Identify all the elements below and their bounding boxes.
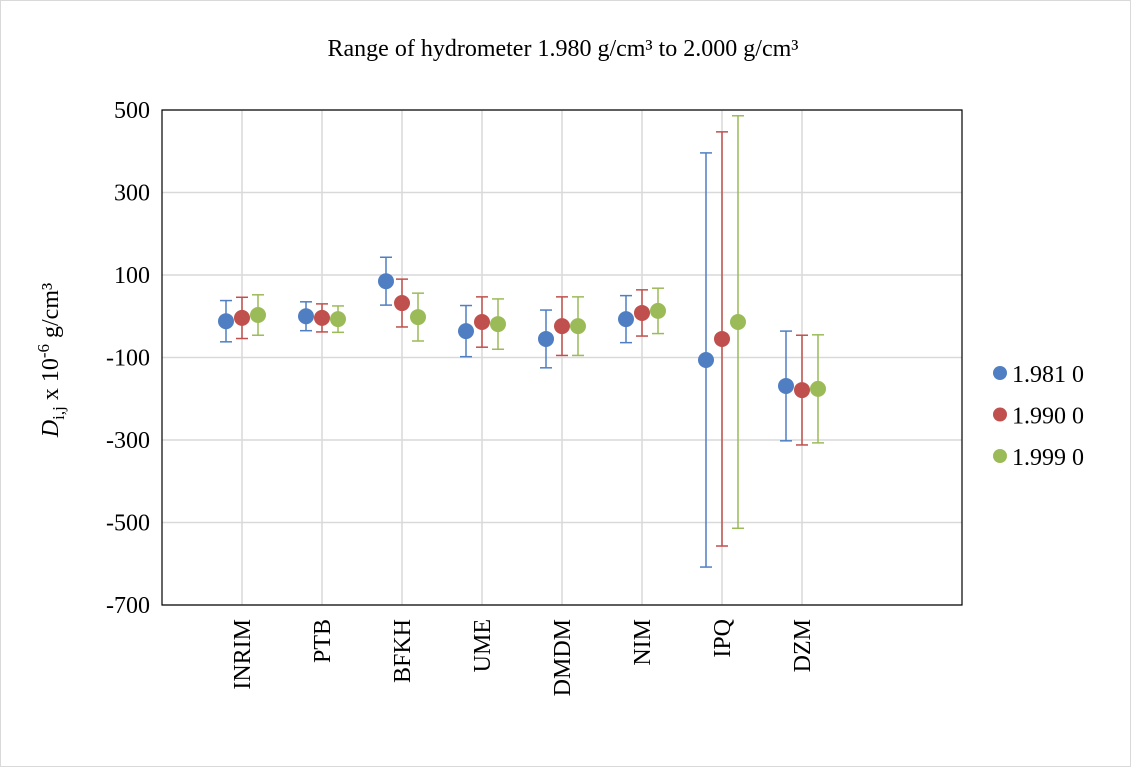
point: [298, 308, 314, 325]
point: [730, 314, 746, 331]
y-tick-label: -500: [106, 511, 150, 537]
x-tick-label: BFKH: [390, 619, 416, 683]
legend-label: 1.990 0: [1012, 404, 1084, 430]
legend-label: 1.999 0: [1012, 445, 1084, 471]
point: [554, 318, 570, 335]
y-tick-label: 100: [114, 263, 150, 289]
x-tick-label: PTB: [310, 619, 336, 663]
x-tick-label: UME: [470, 619, 496, 672]
x-tick-label: DMDM: [550, 619, 576, 696]
legend-marker: [993, 407, 1007, 422]
point: [474, 314, 490, 331]
point: [250, 307, 266, 324]
point: [570, 318, 586, 335]
x-tick-label: DZM: [790, 619, 816, 672]
point: [314, 309, 330, 326]
plot-frame: [161, 109, 963, 606]
point: [458, 323, 474, 340]
point: [794, 382, 810, 399]
point: [778, 377, 794, 394]
point: [634, 304, 650, 321]
y-tick-label: 500: [114, 98, 150, 124]
x-tick-label: IPQ: [710, 619, 736, 658]
point: [410, 309, 426, 326]
y-tick-label: 300: [114, 181, 150, 207]
y-tick-label: -700: [106, 593, 150, 619]
point: [650, 302, 666, 319]
point: [618, 311, 634, 328]
legend-marker: [993, 449, 1007, 463]
point: [538, 330, 554, 347]
point: [378, 273, 394, 290]
point: [810, 380, 826, 397]
chart-title: Range of hydrometer 1.980 g/cm³ to 2.000…: [328, 36, 799, 62]
y-tick-label: -300: [106, 428, 150, 454]
point: [234, 309, 250, 326]
point: [714, 330, 730, 347]
legend-label: 1.981 0: [1012, 362, 1084, 388]
y-label-superscript: -6: [34, 344, 53, 358]
x-tick-label: INRIM: [230, 619, 256, 690]
legend-marker: [993, 366, 1007, 380]
point: [698, 351, 714, 368]
y-label-subscript: i,j: [49, 406, 68, 420]
point: [330, 311, 346, 328]
y-tick-label: -100: [106, 346, 150, 372]
point: [394, 295, 410, 312]
y-label-text: x 10: [38, 358, 64, 406]
y-label-symbol: D: [38, 420, 64, 438]
y-label-unit: g/cm³: [38, 283, 64, 344]
y-axis-label: Di,j x 10-6 g/cm³: [34, 283, 68, 438]
point: [490, 316, 506, 333]
x-tick-label: NIM: [630, 619, 656, 666]
point: [218, 313, 234, 330]
